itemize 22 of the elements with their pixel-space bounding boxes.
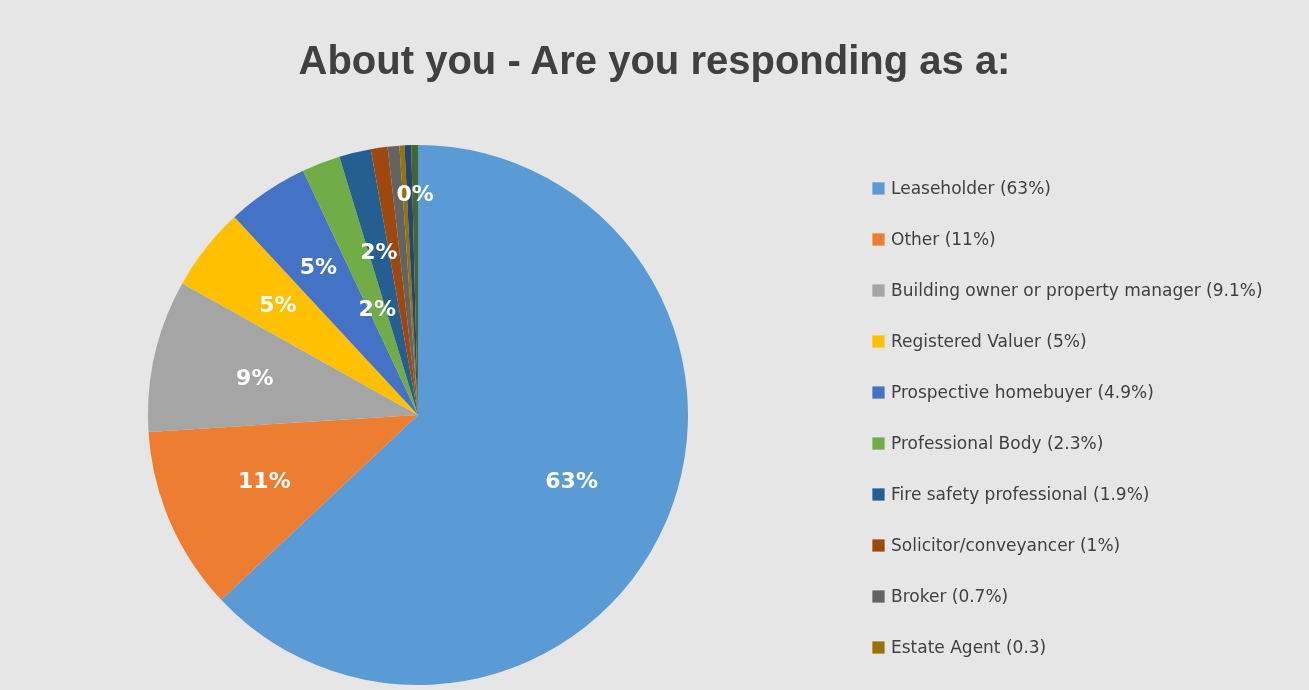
pie-slice: [221, 145, 688, 685]
legend-label: Leaseholder (63%): [891, 177, 1051, 198]
legend-label: Registered Valuer (5%): [891, 330, 1087, 351]
pie-slice: [148, 283, 418, 432]
legend-label: Fire safety professional (1.9%): [891, 483, 1150, 504]
legend-label: Solicitor/conveyancer (1%): [891, 534, 1121, 555]
legend-label: Prospective homebuyer (4.9%): [891, 381, 1154, 402]
data-label: 5%: [299, 254, 337, 280]
data-label: 2%: [358, 296, 396, 322]
legend-label: Broker (0.7%): [891, 585, 1009, 606]
data-label: 5%: [259, 291, 297, 317]
data-label: 63%: [545, 468, 598, 494]
legend-label: Estate Agent (0.3): [891, 636, 1047, 657]
pie-slice: [148, 415, 418, 600]
legend-label: Building owner or property manager (9.1%): [891, 279, 1263, 300]
data-label: 9%: [236, 364, 274, 390]
data-label: 0%: [396, 180, 434, 206]
data-label: 11%: [238, 468, 291, 494]
legend-label: Other (11%): [891, 228, 996, 249]
legend-label: Professional Body (2.3%): [891, 432, 1104, 453]
pie-slice: [182, 217, 418, 415]
chart-title: About you - Are you responding as a:: [298, 38, 1011, 82]
